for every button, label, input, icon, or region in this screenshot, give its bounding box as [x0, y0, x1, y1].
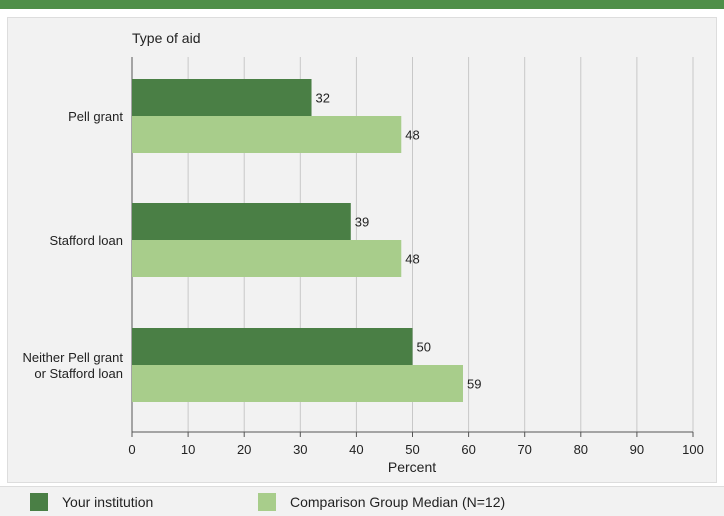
x-tick-label: 100: [682, 442, 704, 457]
chart-title: Type of aid: [132, 30, 201, 46]
bar-your-institution: [132, 328, 413, 365]
x-axis-label: Percent: [388, 459, 436, 475]
legend-label-comparison-median: Comparison Group Median (N=12): [290, 494, 506, 510]
x-tick-label: 80: [574, 442, 588, 457]
data-label-your-institution: 50: [417, 340, 431, 355]
x-tick-label: 0: [128, 442, 135, 457]
data-label-comparison-median: 59: [467, 377, 481, 392]
x-tick-label: 60: [461, 442, 475, 457]
category-label: Pell grant: [68, 109, 123, 124]
x-tick-label: 90: [630, 442, 644, 457]
x-tick-label: 50: [405, 442, 419, 457]
horizontal-bar-chart: Type of aid 32 48 39 48 50 59 Pell grant Staff…: [23, 30, 704, 475]
x-tick-label: 10: [181, 442, 195, 457]
bar-comparison-median: [132, 116, 402, 153]
x-tick-label: 70: [517, 442, 531, 457]
x-tick-label: 30: [293, 442, 307, 457]
top-accent-bar: [0, 0, 724, 9]
x-tick-label: 20: [237, 442, 251, 457]
legend: Your institution Comparison Group Median…: [0, 486, 724, 516]
category-label: Neither Pell grant: [23, 350, 124, 365]
category-label: Stafford loan: [50, 233, 123, 248]
legend-item-comparison-median: Comparison Group Median (N=12): [258, 492, 505, 512]
legend-item-your-institution: Your institution: [30, 492, 153, 512]
bar-comparison-median: [132, 240, 402, 277]
legend-swatch-your-institution: [30, 493, 48, 511]
data-label-comparison-median: 48: [405, 128, 419, 143]
bar-your-institution: [132, 203, 351, 240]
data-label-your-institution: 39: [355, 215, 369, 230]
data-label-your-institution: 32: [316, 91, 330, 106]
data-label-comparison-median: 48: [405, 252, 419, 267]
bar-your-institution: [132, 79, 312, 116]
x-tick-label: 40: [349, 442, 363, 457]
bar-comparison-median: [132, 365, 463, 402]
category-label: or Stafford loan: [34, 366, 123, 381]
legend-label-your-institution: Your institution: [62, 494, 154, 510]
legend-swatch-comparison-median: [258, 493, 276, 511]
